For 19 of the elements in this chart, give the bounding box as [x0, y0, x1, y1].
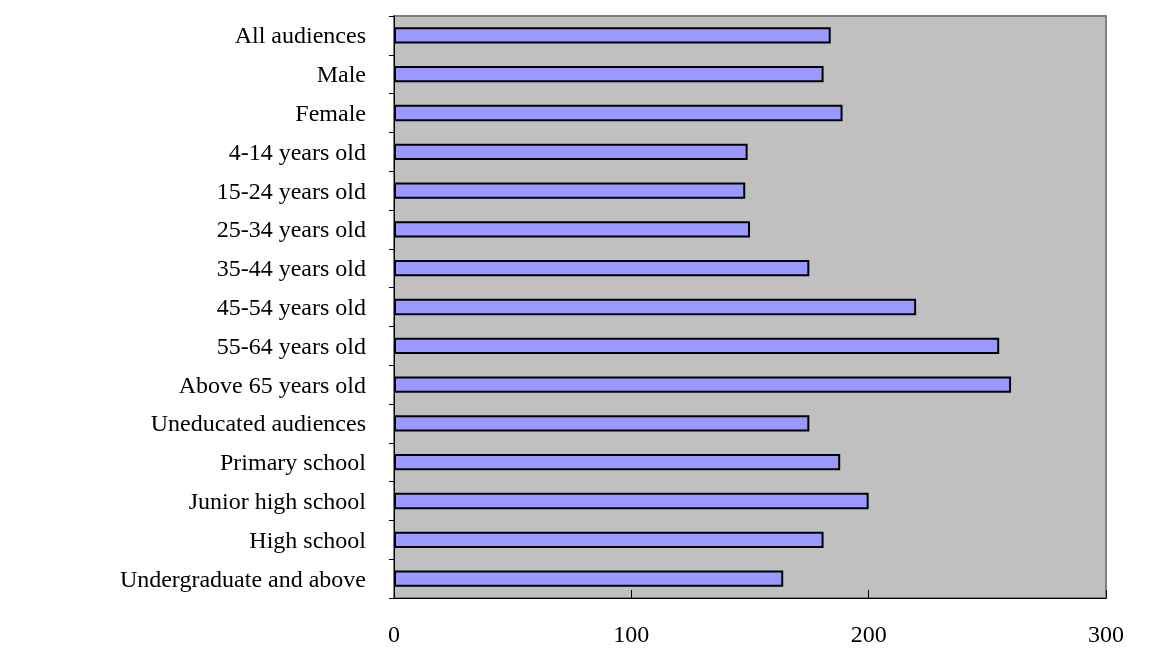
y-tick-label: Undergraduate and above — [119, 565, 366, 592]
y-tick-label: All audiences — [234, 22, 366, 49]
y-tick-label: High school — [249, 526, 367, 553]
y-tick-label: Male — [316, 61, 366, 88]
y-tick-label: 15-24 years old — [216, 177, 366, 204]
y-tick-label: Primary school — [220, 449, 367, 476]
y-tick-label: 35-44 years old — [216, 255, 366, 282]
y-tick-label: 4-14 years old — [228, 138, 366, 165]
x-tick-label: 100 — [613, 621, 650, 647]
x-tick-label: 0 — [388, 621, 400, 647]
y-tick-label: Junior high school — [188, 488, 367, 514]
x-tick-label: 300 — [1088, 621, 1124, 647]
y-tick-label: 45-54 years old — [216, 294, 366, 320]
y-tick-label: 25-34 years old — [216, 216, 366, 243]
y-tick-label: Female — [295, 100, 366, 126]
y-tick-label: 55-64 years old — [216, 332, 366, 359]
y-tick-label: Above 65 years old — [178, 371, 366, 398]
x-tick-label: 200 — [850, 621, 887, 647]
y-tick-label: Uneducated audiences — [150, 410, 366, 437]
